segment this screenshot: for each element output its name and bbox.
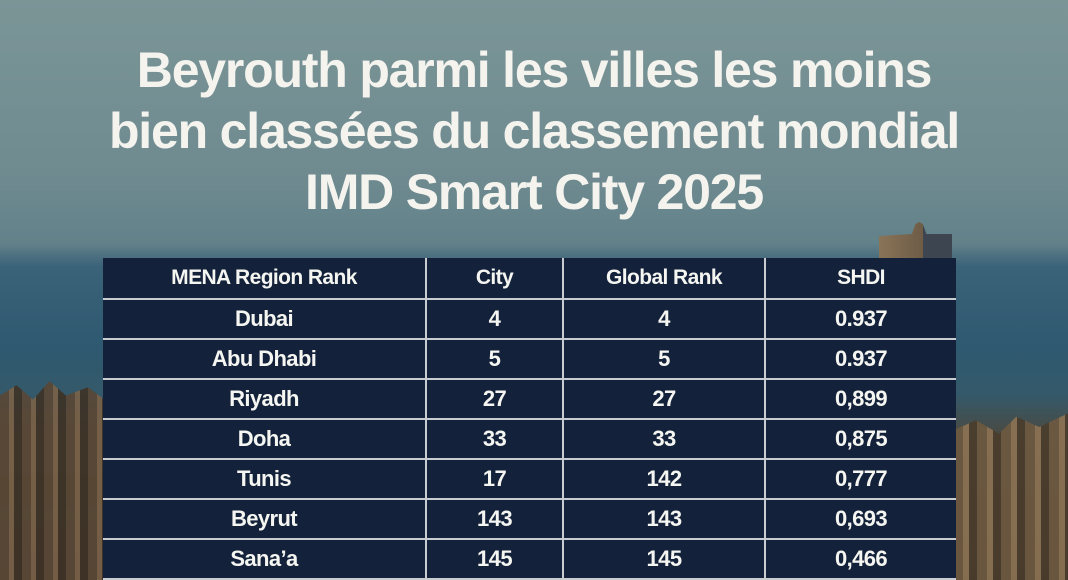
table-cell: 145 <box>562 538 766 580</box>
table-cell: Riyadh <box>103 378 427 420</box>
title-line-2: bien classées du classement mondial <box>108 103 960 159</box>
table-cell: Sana’a <box>103 538 427 580</box>
header-shdi: SHDI <box>764 258 956 300</box>
table-cell: 143 <box>562 498 766 540</box>
table-header-row: MENA Region Rank City Global Rank SHDI <box>103 258 956 300</box>
header-city: City <box>425 258 564 300</box>
table-row: Tunis 17 142 0,777 <box>103 458 956 500</box>
table-cell: 17 <box>425 458 564 500</box>
table-cell: 0.937 <box>764 338 956 380</box>
table-cell: 143 <box>425 498 564 540</box>
table-cell: Abu Dhabi <box>103 338 427 380</box>
table-row: Sana’a 145 145 0,466 <box>103 538 956 580</box>
table-cell: 0.937 <box>764 298 956 340</box>
table-cell: 4 <box>425 298 564 340</box>
table-cell: 5 <box>562 338 766 380</box>
header-global-rank: Global Rank <box>562 258 766 300</box>
table-row: Dubai 4 4 0.937 <box>103 298 956 340</box>
table-cell: 142 <box>562 458 766 500</box>
table-cell: Doha <box>103 418 427 460</box>
ranking-table: MENA Region Rank City Global Rank SHDI D… <box>103 258 956 580</box>
title-line-3: IMD Smart City 2025 <box>305 164 764 220</box>
table-cell: 0,777 <box>764 458 956 500</box>
title-line-1: Beyrouth parmi les villes les moins <box>136 42 933 98</box>
city-skyline-left <box>0 381 110 580</box>
table-cell: 0,466 <box>764 538 956 580</box>
table-cell: 4 <box>562 298 766 340</box>
table-cell: 33 <box>425 418 564 460</box>
table-cell: 33 <box>562 418 766 460</box>
table-cell: 0,899 <box>764 378 956 420</box>
table-cell: 27 <box>562 378 766 420</box>
table-cell: 0,693 <box>764 498 956 540</box>
table-row: Beyrut 143 143 0,693 <box>103 498 956 540</box>
table-cell: Tunis <box>103 458 427 500</box>
table-row: Riyadh 27 27 0,899 <box>103 378 956 420</box>
table-cell: 5 <box>425 338 564 380</box>
table-cell: Dubai <box>103 298 427 340</box>
table-cell: 27 <box>425 378 564 420</box>
city-skyline-right <box>953 413 1068 580</box>
table-cell: 0,875 <box>764 418 956 460</box>
table-cell: 145 <box>425 538 564 580</box>
table-cell: Beyrut <box>103 498 427 540</box>
table-row: Abu Dhabi 5 5 0.937 <box>103 338 956 380</box>
header-mena-rank: MENA Region Rank <box>103 258 427 300</box>
page-title: Beyrouth parmi les villes les moins bien… <box>0 40 1068 223</box>
table-row: Doha 33 33 0,875 <box>103 418 956 460</box>
tower-building <box>879 222 952 262</box>
